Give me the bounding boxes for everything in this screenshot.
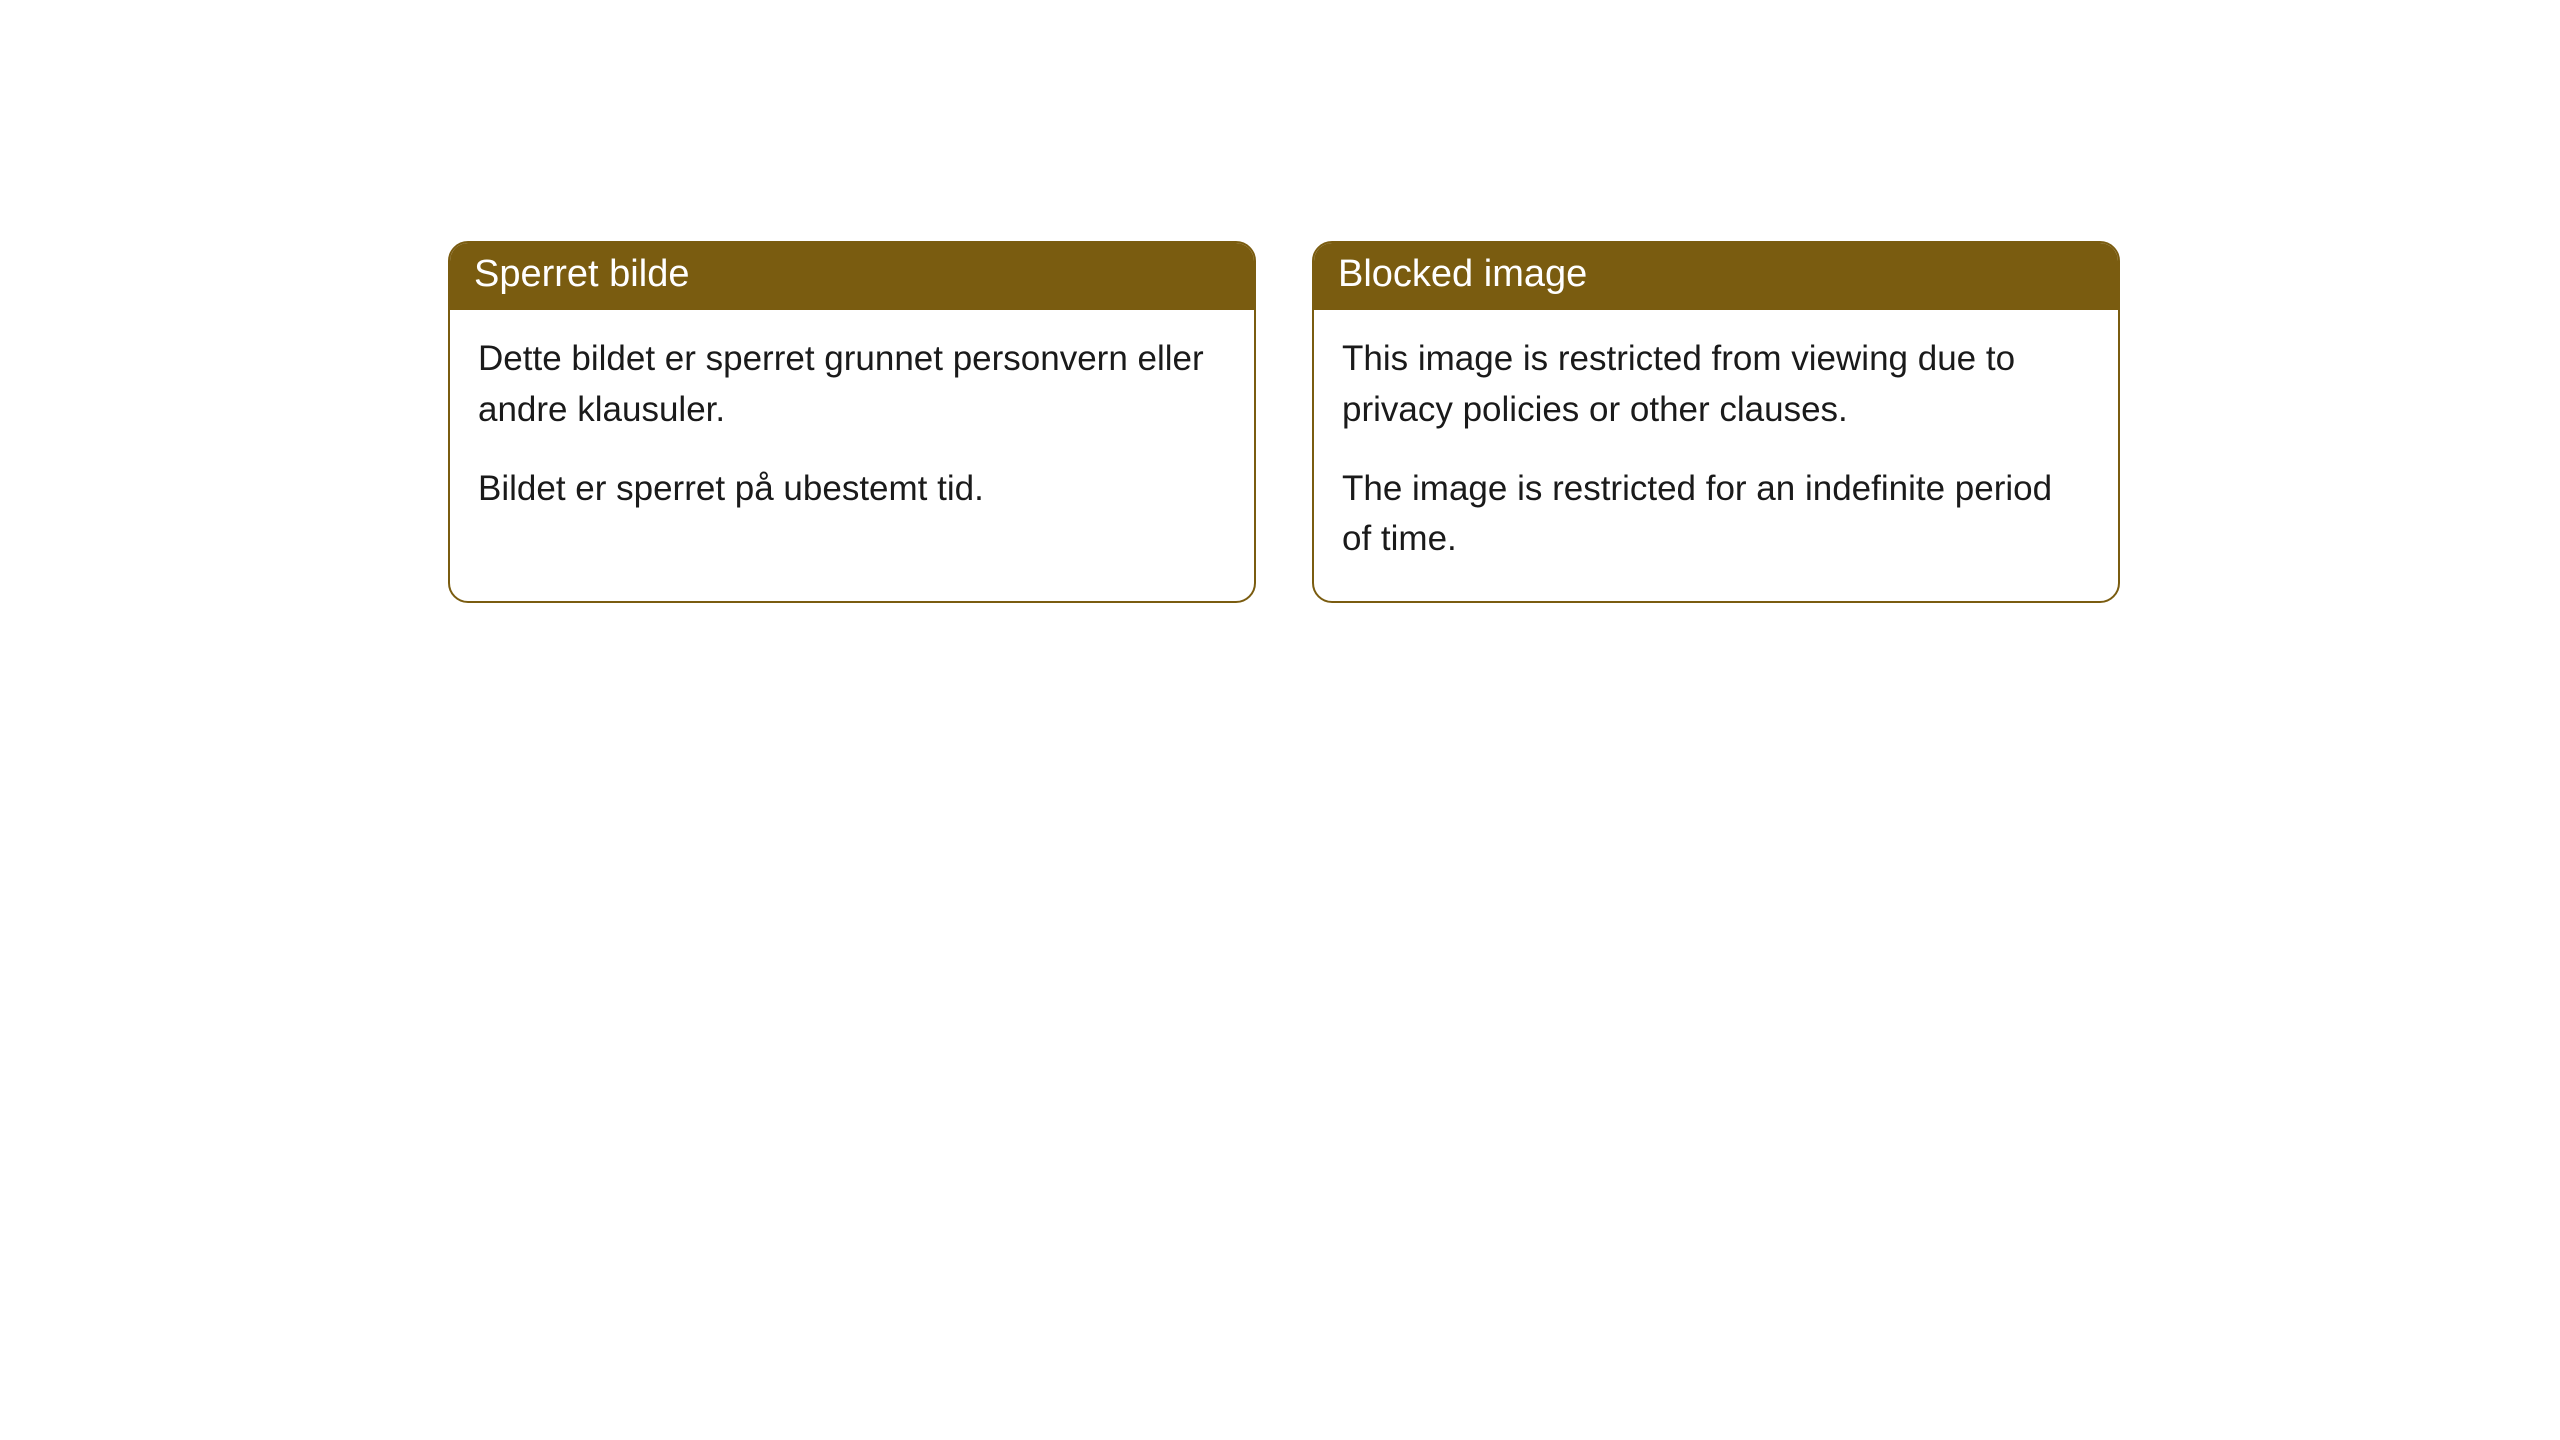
card-norwegian: Sperret bilde Dette bildet er sperret gr… bbox=[448, 241, 1256, 603]
card-header-norwegian: Sperret bilde bbox=[450, 243, 1254, 310]
card-header-english: Blocked image bbox=[1314, 243, 2118, 310]
card-paragraph: Bildet er sperret på ubestemt tid. bbox=[478, 464, 1226, 515]
cards-container: Sperret bilde Dette bildet er sperret gr… bbox=[448, 241, 2120, 603]
card-body-english: This image is restricted from viewing du… bbox=[1314, 310, 2118, 601]
card-paragraph: The image is restricted for an indefinit… bbox=[1342, 464, 2090, 566]
card-body-norwegian: Dette bildet er sperret grunnet personve… bbox=[450, 310, 1254, 550]
card-paragraph: Dette bildet er sperret grunnet personve… bbox=[478, 334, 1226, 436]
card-english: Blocked image This image is restricted f… bbox=[1312, 241, 2120, 603]
card-paragraph: This image is restricted from viewing du… bbox=[1342, 334, 2090, 436]
